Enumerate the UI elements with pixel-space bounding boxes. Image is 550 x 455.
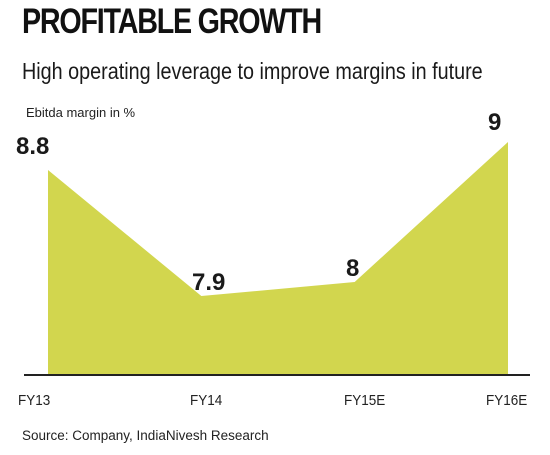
data-label: 8 [346,255,359,282]
x-tick-label: FY13 [18,392,50,409]
x-tick-label: FY14 [190,392,222,409]
area-series [48,142,508,374]
data-label: 9 [488,109,501,136]
y-axis-label: Ebitda margin in % [26,105,136,120]
data-label: 8.8 [16,133,49,160]
source-note: Source: Company, IndiaNivesh Research [22,428,269,443]
x-tick-label: FY15E [344,392,385,409]
chart-subtitle: High operating leverage to improve margi… [22,58,483,84]
page-title: PROFITABLE GROWTH [22,2,322,41]
x-tick-label: FY16E [486,392,527,409]
data-label: 7.9 [192,269,225,296]
